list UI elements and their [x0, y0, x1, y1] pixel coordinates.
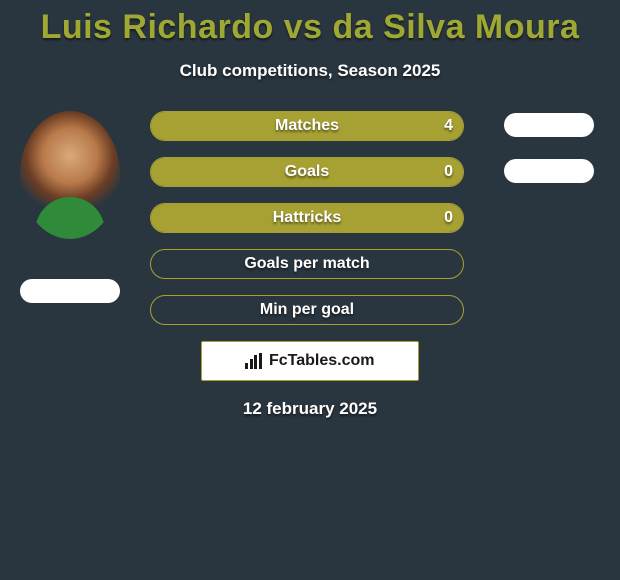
player-a-name-pill: [20, 279, 120, 303]
page-title: Luis Richardo vs da Silva Moura: [0, 0, 620, 47]
stat-bar: Hattricks0: [150, 203, 464, 233]
stat-bar-fill: [151, 158, 463, 186]
brand-text: FcTables.com: [269, 352, 375, 370]
title-player-b: da Silva Moura: [323, 8, 580, 46]
player-a-avatar: [20, 111, 120, 239]
subtitle: Club competitions, Season 2025: [0, 61, 620, 81]
stat-label: Goals per match: [151, 255, 463, 273]
stat-bars: Matches4 Goals0 Hattricks0 Goals per match M…: [150, 111, 464, 325]
brand-box[interactable]: FcTables.com: [201, 341, 419, 381]
stat-bar: Goals per match: [150, 249, 464, 279]
player-b-name-pill: [504, 159, 594, 183]
stat-bar: Matches4: [150, 111, 464, 141]
title-vs: vs: [284, 8, 323, 46]
stat-bar: Min per goal: [150, 295, 464, 325]
stat-label: Min per goal: [151, 301, 463, 319]
stat-bar-fill: [151, 112, 463, 140]
player-a-column: [10, 111, 130, 303]
player-b-column: [494, 111, 604, 205]
title-player-a: Luis Richardo: [41, 8, 284, 46]
comparison-panel: Matches4 Goals0 Hattricks0 Goals per match M…: [0, 111, 620, 325]
player-b-name-pill: [504, 113, 594, 137]
stat-bar-fill: [151, 204, 463, 232]
stat-bar: Goals0: [150, 157, 464, 187]
date-text: 12 february 2025: [0, 399, 620, 419]
bar-chart-icon: [245, 353, 262, 369]
